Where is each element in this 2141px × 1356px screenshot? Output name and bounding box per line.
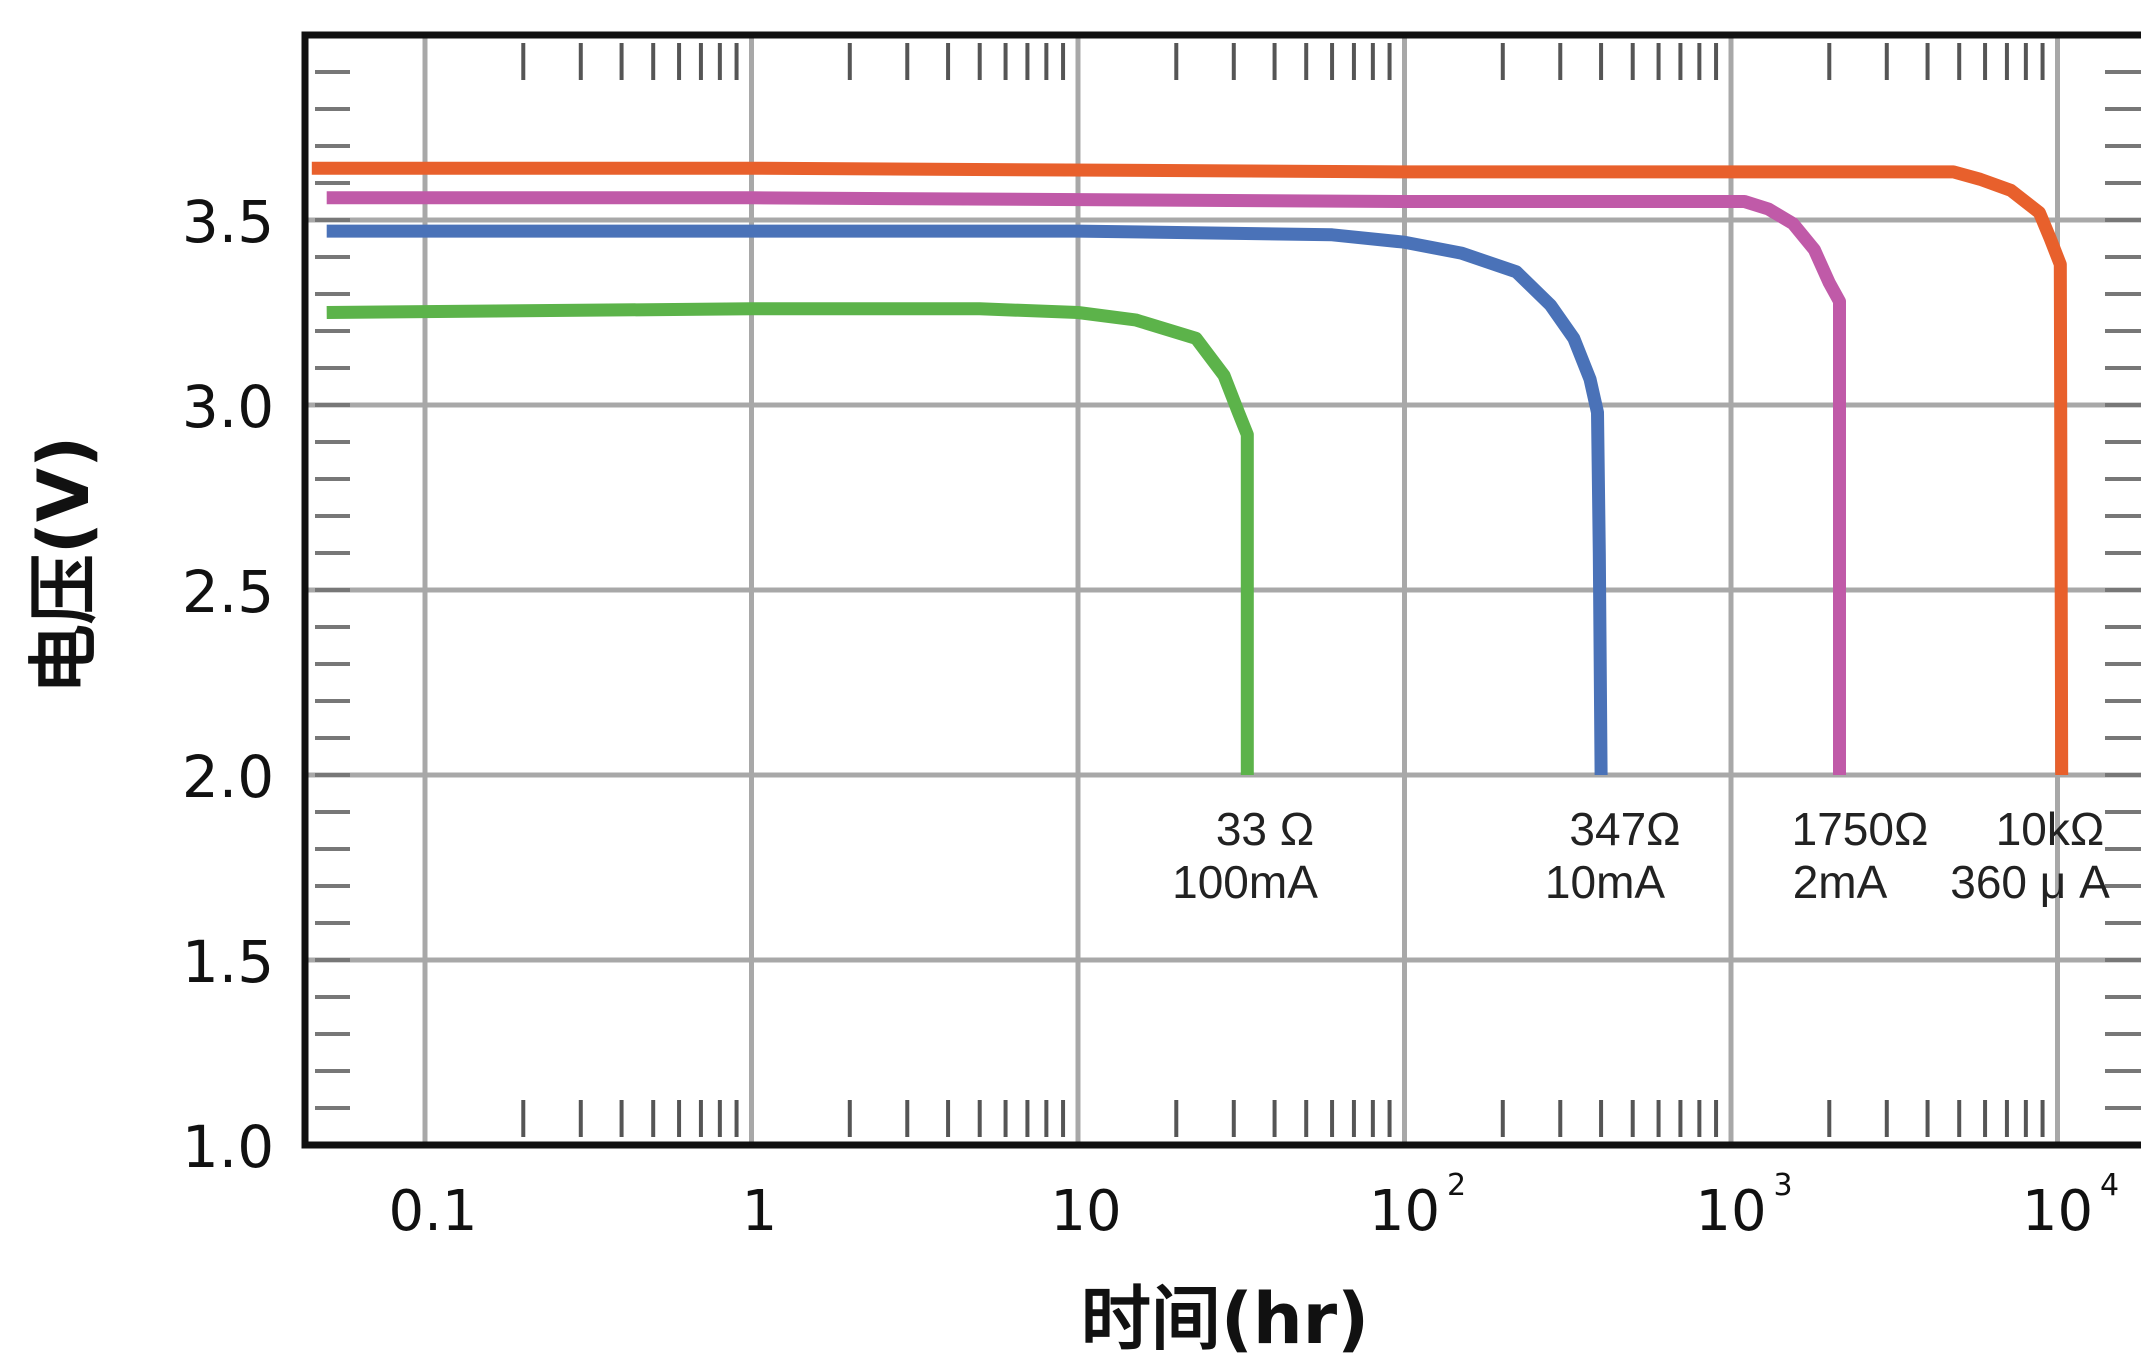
y-tick-label: 3.0 xyxy=(182,373,274,441)
y-tick-label: 2.0 xyxy=(182,743,274,811)
x-tick-exponent: 3 xyxy=(1773,1168,1792,1203)
curve-label-current: 360 μ A xyxy=(1950,856,2110,908)
curve-label-resistance: 347Ω xyxy=(1569,803,1680,855)
curve-label-current: 100mA xyxy=(1172,856,1318,908)
x-tick-label: 10 xyxy=(1369,1179,1440,1244)
plot-border xyxy=(301,31,2141,1149)
plot-frame xyxy=(301,31,2141,1149)
x-tick-label: 0.1 xyxy=(388,1179,477,1244)
y-tick-label: 3.5 xyxy=(182,188,274,256)
y-tick-label: 1.0 xyxy=(182,1113,274,1181)
curve-label-resistance: 33 Ω xyxy=(1216,803,1314,855)
y-tick-label: 1.5 xyxy=(182,928,274,996)
y-tick-labels: 3.5 3.0 2.5 2.0 1.5 1.0 xyxy=(182,188,274,1181)
curve-label-current: 10mA xyxy=(1545,856,1665,908)
series-line-1 xyxy=(326,302,1254,775)
x-tick-label: 10 xyxy=(2022,1179,2093,1244)
y-tick-label: 2.5 xyxy=(182,558,274,626)
x-axis-title: 时间(hr) xyxy=(1081,1278,1369,1356)
x-tick-label: 10 xyxy=(1050,1179,1121,1244)
series-line-2 xyxy=(326,224,1608,776)
x-tick-exponent: 2 xyxy=(1447,1168,1466,1203)
minor-ticks xyxy=(315,33,2141,1147)
x-tick-labels: 0.1 1 10 10 2 10 3 10 4 xyxy=(388,1168,2119,1244)
curve-label-resistance: 1750Ω xyxy=(1792,803,1929,855)
curve-label-current: 2mA xyxy=(1793,856,1888,908)
x-tick-exponent: 4 xyxy=(2100,1168,2119,1203)
series-line-4 xyxy=(311,161,2069,776)
series-curves xyxy=(311,161,2069,776)
x-tick-label: 1 xyxy=(742,1179,778,1244)
curve-label-resistance: 10kΩ xyxy=(1996,803,2105,855)
y-axis-title: 电压(V) xyxy=(23,436,105,694)
series-line-3 xyxy=(326,191,1846,775)
x-tick-label: 10 xyxy=(1695,1179,1766,1244)
